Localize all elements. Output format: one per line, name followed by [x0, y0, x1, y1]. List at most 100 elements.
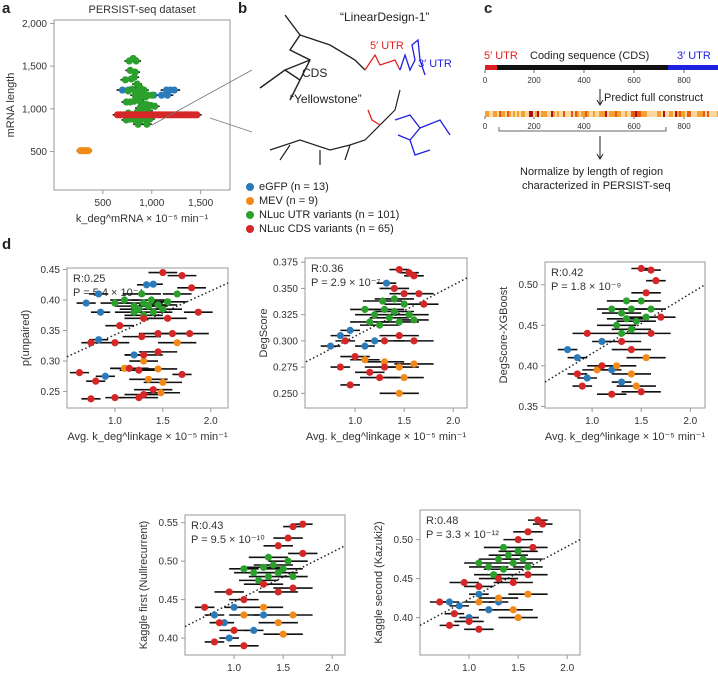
data-point — [647, 305, 655, 313]
points-d2 — [320, 265, 439, 397]
heatmap-cell — [631, 111, 633, 117]
heatmap-cell — [679, 111, 681, 117]
x-tick-label: 2.0 — [560, 663, 574, 674]
y-tick-label: 0.325 — [273, 310, 298, 321]
cds-bar — [497, 65, 668, 70]
y-axis-label: DegScore-XGBoost — [498, 287, 510, 384]
y-tick-label: 2,000 — [22, 19, 47, 30]
data-point — [341, 337, 349, 345]
data-point — [274, 588, 282, 596]
data-point — [485, 563, 493, 571]
heatmap-cell — [583, 111, 585, 117]
heatmap-cell — [493, 111, 495, 117]
data-point — [400, 373, 408, 382]
data-point — [608, 366, 616, 374]
data-point — [436, 598, 444, 606]
x-tick-label: 1.5 — [397, 416, 411, 427]
heatmap-cell — [645, 111, 647, 117]
heatmap-cell — [621, 111, 623, 117]
data-point — [400, 290, 408, 298]
data-point — [178, 272, 186, 280]
connector-line — [209, 117, 253, 133]
data-point — [154, 348, 162, 356]
heatmap-cell — [585, 111, 587, 117]
data-point — [159, 268, 167, 277]
data-point — [142, 281, 151, 289]
x-tick-label: 1.5 — [634, 416, 648, 427]
y-tick-label: 0.40 — [394, 613, 414, 624]
axis-tick-label: 400 — [577, 122, 591, 131]
data-point — [259, 563, 268, 571]
data-point — [509, 578, 517, 587]
heatmap-cell — [715, 111, 717, 117]
data-point — [647, 329, 655, 337]
heatmap-cell — [651, 111, 653, 117]
utr5-structure — [364, 53, 401, 71]
axis-tick-label: 0 — [483, 122, 488, 131]
data-point — [405, 311, 413, 319]
heatmap-cell — [677, 111, 679, 117]
heatmap-cell — [523, 111, 525, 117]
y-tick-label: 0.35 — [519, 402, 539, 413]
data-point — [499, 543, 508, 552]
data-point — [326, 342, 335, 350]
y-tick-label: 0.45 — [394, 574, 414, 585]
heatmap-cell — [609, 111, 611, 117]
heatmap-cell — [491, 111, 493, 117]
data-point — [632, 317, 640, 325]
y-axis-label: p(unpaired) — [20, 310, 32, 366]
data-point — [157, 91, 166, 99]
heatmap-cell — [687, 111, 689, 117]
heatmap-cell — [611, 111, 613, 117]
data-point — [490, 571, 498, 579]
heatmap-cell — [605, 111, 607, 117]
data-point — [240, 642, 248, 650]
x-axis-label: Avg. k_deg^linkage × 10⁻⁵ min⁻¹ — [306, 431, 467, 443]
data-point — [274, 619, 282, 627]
r-value: R:0.48 — [426, 515, 458, 527]
data-point — [250, 626, 258, 634]
data-point — [279, 630, 287, 638]
regression-line — [66, 282, 229, 358]
heatmap-cell — [663, 111, 665, 117]
axis-tick-label: 400 — [577, 76, 591, 85]
data-point — [187, 284, 196, 292]
legend-dot — [246, 225, 254, 233]
data-point — [465, 617, 473, 626]
data-point — [140, 357, 148, 365]
utr5-bar — [485, 65, 497, 70]
heatmap-cell — [559, 111, 561, 117]
data-point — [529, 543, 537, 552]
data-point — [289, 584, 297, 592]
data-point — [378, 297, 387, 305]
structure-name-lineardesign: “LinearDesign-1” — [340, 10, 430, 24]
data-point — [395, 318, 403, 326]
data-point — [269, 561, 277, 569]
heatmap-cell — [551, 111, 553, 117]
heatmap-cell — [639, 111, 641, 117]
data-point — [617, 329, 626, 337]
chart-title: PERSIST-seq dataset — [89, 4, 196, 16]
data-point — [120, 296, 129, 304]
heatmap-cell — [527, 111, 529, 117]
points-d1 — [69, 268, 213, 403]
y-tick-label: 500 — [30, 147, 47, 158]
heatmap-cell — [691, 111, 693, 117]
data-point — [642, 354, 650, 362]
heatmap-cell — [603, 111, 605, 117]
heatmap-cell — [555, 111, 557, 117]
data-point — [583, 374, 591, 382]
axis-tick-label: 600 — [627, 122, 641, 131]
data-point — [346, 381, 354, 389]
heatmap-cell — [623, 111, 625, 117]
data-point — [514, 613, 522, 622]
heatmap-cell — [553, 111, 555, 117]
predict-label: Predict full construct — [604, 92, 704, 104]
data-point — [371, 311, 379, 319]
heatmap-cell — [579, 111, 581, 117]
data-point — [230, 603, 238, 611]
data-point — [225, 588, 233, 596]
data-point — [186, 329, 194, 338]
data-point — [92, 377, 100, 385]
y-axis-label: Kaggle second (Kazuki2) — [373, 521, 385, 643]
